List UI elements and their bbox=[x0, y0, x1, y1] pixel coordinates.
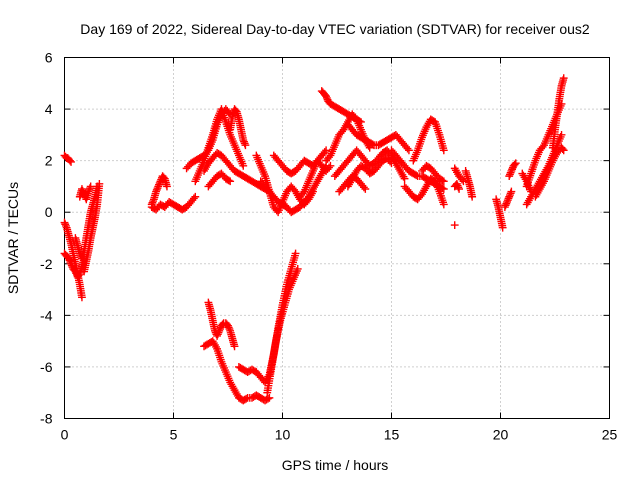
data-point bbox=[361, 185, 370, 193]
x-tick-label: 25 bbox=[602, 427, 618, 443]
plot-frame bbox=[64, 57, 610, 419]
data-point bbox=[510, 160, 519, 169]
data-point bbox=[191, 192, 200, 201]
x-tick-label: 10 bbox=[275, 427, 291, 443]
x-axis-title: GPS time / hours bbox=[282, 457, 389, 473]
data-point bbox=[557, 130, 566, 139]
data-point bbox=[507, 187, 516, 196]
data-point bbox=[95, 179, 104, 188]
y-tick-label: 0 bbox=[45, 204, 53, 220]
data-point bbox=[400, 174, 409, 183]
data-point bbox=[498, 223, 507, 232]
y-tick-label: 4 bbox=[45, 101, 53, 117]
y-tick-label: 2 bbox=[45, 153, 53, 169]
data-point bbox=[241, 141, 250, 150]
y-tick-label: -8 bbox=[40, 411, 53, 427]
data-point bbox=[226, 177, 235, 186]
data-point bbox=[439, 177, 448, 186]
data-point bbox=[322, 146, 330, 155]
data-point bbox=[86, 182, 95, 191]
data-point bbox=[230, 342, 239, 351]
x-tick-label: 5 bbox=[170, 427, 178, 443]
x-tick-label: 20 bbox=[493, 427, 509, 443]
data-point bbox=[66, 156, 74, 165]
y-tick-label: -2 bbox=[40, 256, 53, 272]
x-tick-label: 15 bbox=[384, 427, 400, 443]
data-point bbox=[405, 146, 413, 155]
data-point bbox=[291, 249, 300, 258]
data-point bbox=[67, 158, 75, 166]
data-point bbox=[559, 74, 568, 83]
data-point bbox=[439, 200, 448, 209]
data-points bbox=[60, 74, 568, 405]
data-point bbox=[265, 393, 274, 402]
data-point bbox=[468, 192, 477, 201]
x-tick-label: 0 bbox=[61, 427, 69, 443]
data-point bbox=[511, 159, 520, 168]
y-tick-label: -4 bbox=[40, 307, 53, 323]
data-point bbox=[455, 185, 463, 193]
y-tick-label: 6 bbox=[45, 50, 53, 66]
data-point bbox=[558, 145, 567, 153]
data-point bbox=[559, 146, 568, 155]
data-point bbox=[163, 182, 171, 191]
data-point bbox=[527, 187, 535, 196]
y-axis-title: SDTVAR / TECUs bbox=[5, 182, 21, 294]
data-point bbox=[450, 221, 459, 230]
grid bbox=[64, 57, 610, 419]
data-point bbox=[239, 161, 248, 170]
axis-ticks bbox=[64, 57, 610, 419]
data-point bbox=[78, 293, 86, 302]
tick-labels: 0 5 10 15 20 25 -8 -6 -4 -2 0 2 4 6 bbox=[40, 50, 617, 443]
data-point bbox=[293, 265, 302, 273]
chart-title: Day 169 of 2022, Sidereal Day-to-day VTE… bbox=[80, 21, 590, 37]
data-point bbox=[439, 146, 448, 155]
y-tick-label: -6 bbox=[40, 359, 53, 375]
data-point bbox=[326, 161, 335, 170]
data-point bbox=[387, 159, 396, 168]
